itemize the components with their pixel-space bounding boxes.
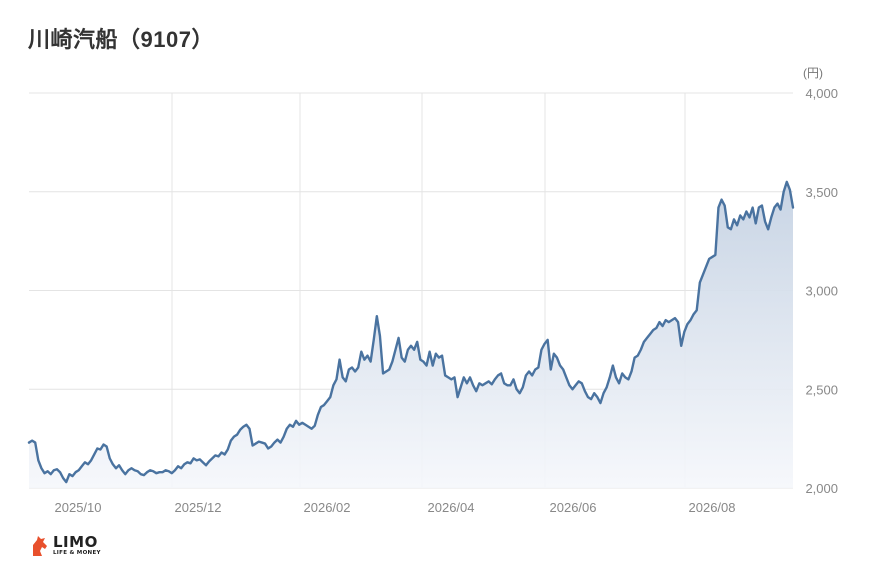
price-line-layer xyxy=(27,180,795,484)
y-axis: 2,000 2,500 3,000 3,500 4,000 (円) xyxy=(803,66,838,496)
price-area-fill xyxy=(29,181,793,488)
chart-title: 川崎汽船（9107） xyxy=(28,27,214,52)
limo-logo: LIMO LIFE & MONEY xyxy=(30,534,101,558)
x-tick-label: 2026/08 xyxy=(689,500,736,515)
x-tick-label: 2025/10 xyxy=(55,500,102,515)
y-tick-label: 3,000 xyxy=(805,284,838,299)
y-tick-label: 3,500 xyxy=(805,185,838,200)
y-tick-label: 2,500 xyxy=(805,382,838,397)
x-tick-label: 2025/12 xyxy=(175,500,222,515)
logo-tagline: LIFE & MONEY xyxy=(53,550,101,557)
logo-wordmark: LIMO xyxy=(53,533,98,552)
y-tick-label: 2,000 xyxy=(805,481,838,496)
x-tick-label: 2026/04 xyxy=(428,500,475,515)
price-line xyxy=(27,180,795,484)
y-axis-unit: (円) xyxy=(803,66,823,80)
x-axis: 2025/10 2025/12 2026/02 2026/04 2026/06 2026/… xyxy=(55,500,736,515)
x-tick-label: 2026/06 xyxy=(550,500,597,515)
limo-logo-icon xyxy=(33,536,47,556)
y-tick-label: 4,000 xyxy=(805,86,838,101)
x-tick-label: 2026/02 xyxy=(304,500,351,515)
price-area xyxy=(29,181,793,488)
